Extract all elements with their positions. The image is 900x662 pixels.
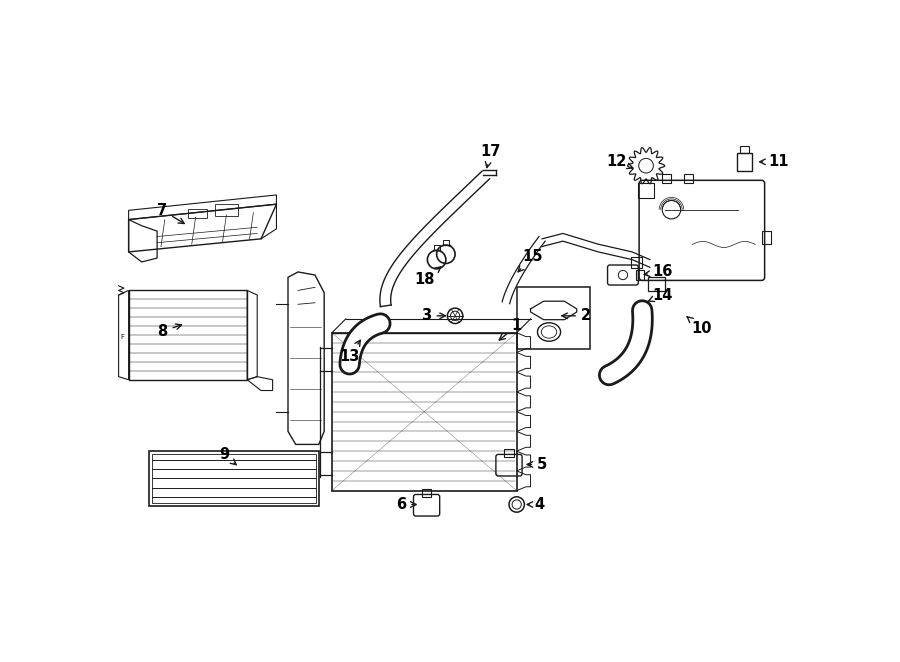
Bar	[662, 174, 671, 183]
Bar	[149, 451, 319, 506]
Bar	[636, 270, 644, 279]
Text: 17: 17	[481, 144, 500, 167]
Text: 8: 8	[158, 324, 182, 339]
Bar	[737, 152, 752, 171]
Bar	[434, 245, 440, 250]
Text: 7: 7	[158, 203, 184, 224]
Bar	[761, 230, 770, 244]
Text: 3: 3	[421, 308, 446, 323]
Bar	[152, 453, 316, 503]
Bar	[632, 257, 643, 268]
Text: 10: 10	[687, 316, 712, 336]
Text: 2: 2	[562, 308, 591, 323]
Bar	[517, 287, 590, 349]
Text: F: F	[121, 334, 124, 340]
Text: 4: 4	[527, 497, 544, 512]
Text: 16: 16	[644, 264, 673, 279]
Text: 5: 5	[527, 457, 547, 472]
Text: 12: 12	[607, 154, 633, 169]
Bar	[740, 146, 749, 152]
Bar	[504, 449, 514, 457]
Text: 11: 11	[760, 154, 788, 169]
Text: 9: 9	[219, 447, 236, 465]
Bar	[684, 174, 693, 183]
Text: 6: 6	[396, 497, 416, 512]
Text: 14: 14	[647, 287, 673, 303]
Bar	[648, 277, 665, 291]
Text: 13: 13	[339, 340, 360, 364]
Text: 1: 1	[500, 318, 522, 340]
Bar	[188, 209, 207, 218]
Bar	[215, 204, 238, 216]
Text: 18: 18	[414, 267, 441, 287]
Bar	[443, 240, 449, 245]
Bar	[332, 333, 517, 491]
Bar	[422, 489, 431, 496]
Text: 15: 15	[518, 249, 543, 272]
Bar	[638, 183, 653, 198]
